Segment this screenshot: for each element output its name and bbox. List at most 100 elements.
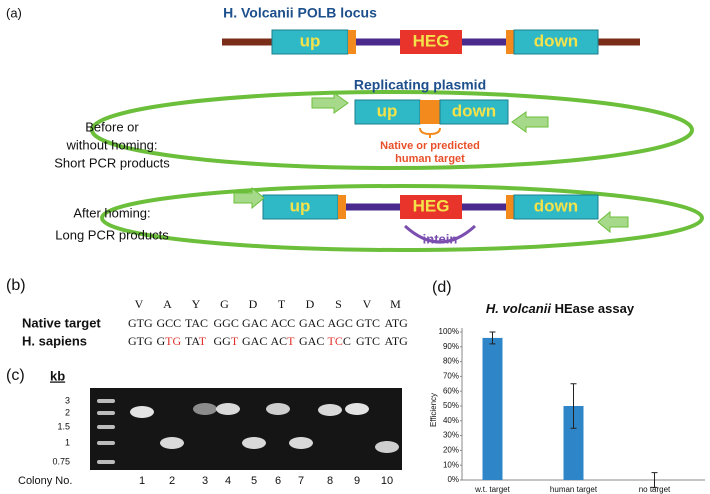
lane-label: 7: [298, 475, 304, 487]
down-box: [513, 194, 599, 220]
amino-acid: A: [163, 297, 172, 311]
codon: GCC: [157, 316, 182, 330]
x-tick-label: human target: [550, 485, 598, 494]
codon-part: T: [199, 334, 207, 348]
box-label: down: [534, 196, 578, 215]
codon-part: C: [343, 334, 351, 348]
box-label: HEG: [413, 31, 450, 50]
primer-arrow: [511, 111, 549, 133]
size-label: 0.75: [52, 456, 70, 466]
ladder-band: [97, 399, 115, 403]
side-label: Short PCR products: [54, 155, 170, 170]
ladder-band: [97, 411, 115, 415]
codon-part: GTG: [128, 334, 153, 348]
amino-acid: G: [220, 297, 229, 311]
codon: GGT: [214, 334, 239, 348]
side-label: Before or: [85, 119, 139, 134]
box-label: HEG: [413, 196, 450, 215]
side-label: After homing:: [73, 205, 150, 220]
lane-label: 2: [169, 475, 175, 487]
codon-part: AC: [271, 334, 288, 348]
gel-band: [318, 404, 342, 416]
intein-label: intein: [423, 231, 458, 246]
error-bar: [570, 383, 577, 429]
codon: GTC: [356, 334, 380, 348]
gel-band: [375, 441, 399, 453]
row-name: H. sapiens: [22, 333, 87, 348]
panel-label: (b): [6, 277, 26, 294]
bar: [482, 337, 503, 480]
up-box: [262, 194, 339, 220]
y-tick-label: 20%: [443, 446, 459, 455]
y-tick-label: 50%: [443, 401, 459, 410]
primer-arrow: [597, 210, 629, 234]
amino-acid: M: [390, 297, 401, 311]
codon-part: TA: [185, 334, 200, 348]
lane-label: 8: [327, 475, 333, 487]
locus-title: H. Volcanii POLB locus: [223, 5, 377, 21]
codon-part: GG: [214, 334, 232, 348]
down-box: [513, 29, 599, 55]
title-part: H. volcanii: [486, 301, 551, 316]
codon: TCC: [328, 334, 351, 348]
title-part: HEase assay: [551, 301, 635, 316]
y-tick-label: 90%: [443, 342, 459, 351]
bracket: [419, 127, 441, 138]
codon-part: T: [287, 334, 295, 348]
codon: ACC: [271, 316, 296, 330]
lane-label: 6: [275, 475, 281, 487]
y-tick-label: 80%: [443, 357, 459, 366]
chart-title: H. volcanii HEase assay: [486, 301, 635, 316]
box-label: up: [300, 31, 321, 50]
site: [420, 100, 440, 124]
gel-band: [266, 403, 290, 415]
gel: [90, 388, 402, 470]
lane-label: 1: [139, 475, 145, 487]
amino-acid: Y: [192, 297, 201, 311]
size-label: 1: [65, 437, 70, 447]
lane-label: 5: [251, 475, 257, 487]
amino-acid: V: [135, 297, 144, 311]
codon-part: TG: [165, 334, 181, 348]
ladder-band: [97, 441, 115, 445]
codon: GAC: [299, 334, 324, 348]
target-note: human target: [395, 153, 465, 165]
lane-label: 4: [225, 475, 231, 487]
codon: TAT: [185, 334, 207, 348]
codon-part: ATG: [385, 334, 409, 348]
amino-acid: D: [249, 297, 258, 311]
panel-label: (a): [6, 5, 22, 20]
codon: ATG: [385, 316, 409, 330]
down-box: [439, 99, 509, 125]
panel-label: (c): [6, 367, 25, 384]
codon: ATG: [385, 334, 409, 348]
gel-band: [242, 437, 266, 449]
plasmid: [100, 184, 704, 252]
amino-acid: V: [363, 297, 372, 311]
box-label: up: [377, 101, 398, 120]
y-tick-label: 0%: [447, 475, 459, 484]
gel-band: [345, 403, 369, 415]
ladder-band: [97, 460, 115, 464]
codon-part: GAC: [299, 334, 324, 348]
site: [338, 195, 346, 219]
codon: GTG: [128, 334, 153, 348]
side-label: Long PCR products: [55, 227, 169, 242]
plasmid-title: Replicating plasmid: [354, 77, 486, 93]
codon-part: GTC: [356, 334, 380, 348]
gel-lanes: 3 2 1.5 1 0.75 1 2 3 4 5 6 7 8 9 10: [52, 395, 399, 487]
ladder-band: [97, 425, 115, 429]
codon: GAC: [242, 334, 267, 348]
intein-arc: [403, 224, 477, 244]
target-note: Native or predicted: [380, 140, 480, 152]
chart: 0% 10% 20% 30% 40% 50% 60% 70% 80% 90% 100% w.t. ta…: [439, 327, 705, 494]
bar: [563, 406, 584, 480]
size-label: 3: [65, 395, 70, 405]
lane-label: 9: [354, 475, 360, 487]
x-tick-label: no target: [639, 485, 671, 494]
side-label: without homing:: [65, 137, 157, 152]
amino-acid: T: [278, 297, 286, 311]
y-axis-label: Efficiency: [429, 393, 438, 427]
codon: GTC: [356, 316, 380, 330]
